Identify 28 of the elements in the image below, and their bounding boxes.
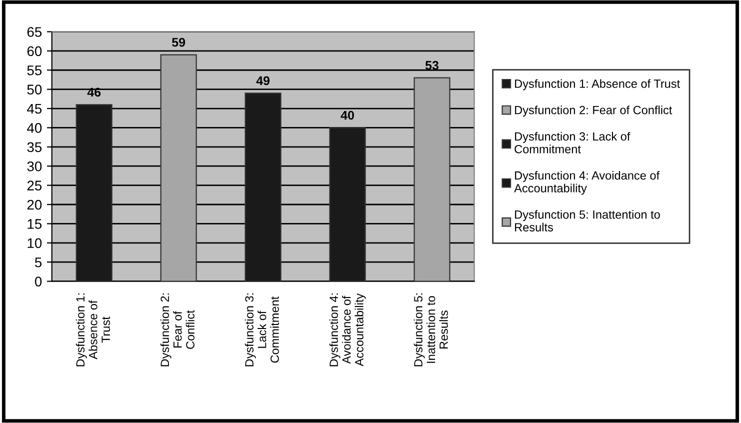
data-label: 53 <box>425 60 439 70</box>
legend-label: Dysfunction 1: Absence of Trust <box>515 79 680 90</box>
y-tick-label: 10 <box>28 238 42 248</box>
y-tick-label: 60 <box>27 46 42 56</box>
y-tick-label: 65 <box>27 27 42 37</box>
x-tick-label: Dysfunction 4: Avoidance of Accountability <box>329 293 366 366</box>
legend-label: Dysfunction 3: Lack of Commitment <box>514 132 630 154</box>
legend-label: Dysfunction 5: Inattention to Results <box>515 210 660 232</box>
data-label: 40 <box>340 110 354 120</box>
x-tick-label: Dysfunction 1: Absence of Trust <box>76 293 110 366</box>
x-tick-label: Dysfunction 3: Lack of Commitment <box>244 293 279 366</box>
y-tick-label: 15 <box>28 219 42 229</box>
data-label: 59 <box>172 38 186 47</box>
y-tick-label: 25 <box>27 180 42 190</box>
y-tick-label: 50 <box>27 84 42 94</box>
y-tick-label: 55 <box>27 66 42 76</box>
y-tick-label: 40 <box>27 123 42 133</box>
legend-label: Dysfunction 4: Avoidance of Accountability <box>514 171 660 195</box>
y-tick-label: 30 <box>27 161 42 172</box>
y-tick-label: 5 <box>34 258 42 268</box>
data-label: 49 <box>256 76 270 86</box>
x-tick-label: Dysfunction 5: Inattention to Results <box>414 293 448 366</box>
x-tick-label: Dysfunction 2: Fear of Conflict <box>160 293 194 366</box>
legend-label: Dysfunction 2: Fear of Conflict <box>515 106 672 117</box>
y-tick-label: 35 <box>27 142 42 152</box>
y-tick-label: 45 <box>27 104 42 114</box>
y-tick-label: 0 <box>34 276 42 286</box>
y-tick-label: 20 <box>27 200 42 210</box>
